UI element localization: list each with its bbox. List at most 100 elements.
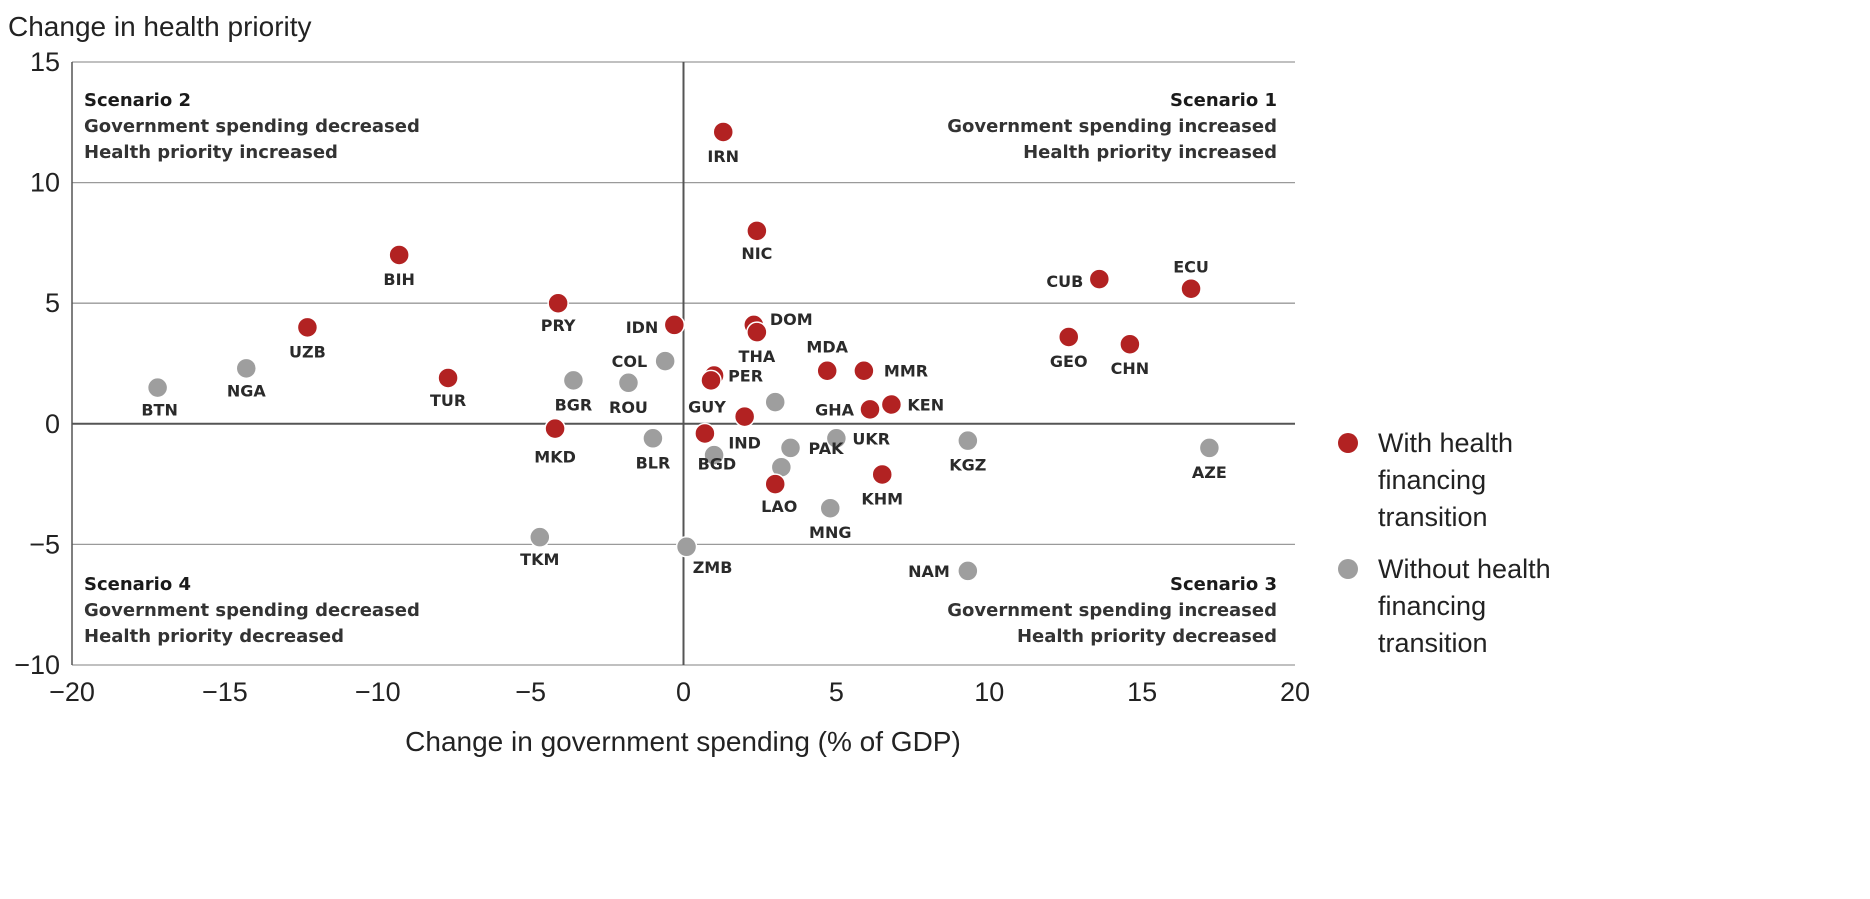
x-tick-label: −15 [202, 677, 248, 707]
legend-label: transition [1378, 628, 1488, 658]
data-point [529, 526, 551, 548]
x-tick-label: 5 [829, 677, 844, 707]
y-tick-label: −5 [29, 529, 60, 559]
legend-label: With health [1378, 428, 1513, 458]
y-tick-label: 0 [45, 409, 60, 439]
scenario-title: Scenario 2 [84, 90, 191, 111]
point-label: IRN [707, 147, 739, 166]
point-label: BGD [698, 454, 737, 473]
x-tick-label: 0 [676, 677, 691, 707]
data-point [746, 321, 768, 343]
data-point [547, 292, 569, 314]
point-label: KEN [907, 396, 944, 415]
data-point [764, 391, 786, 413]
data-point [654, 350, 676, 372]
point-label: KGZ [949, 456, 986, 475]
point-label: BLR [636, 453, 671, 472]
point-label: TKM [520, 550, 559, 569]
y-tick-label: 5 [45, 288, 60, 318]
data-point [700, 369, 722, 392]
y-axis-title: Change in health priority [8, 11, 312, 42]
point-label: PER [728, 367, 763, 386]
legend-label: financing [1378, 591, 1486, 621]
point-label: GUY [688, 397, 726, 416]
scenario-line: Government spending decreased [84, 600, 420, 621]
data-point [779, 437, 802, 459]
scenario-line: Government spending decreased [84, 116, 420, 137]
point-label: COL [612, 352, 648, 371]
x-tick-label: −5 [515, 677, 546, 707]
point-label: IDN [626, 318, 659, 337]
annotation-layer: Scenario 2 Government spending decreased H… [84, 90, 1277, 647]
point-label: GHA [815, 400, 855, 419]
data-point [617, 372, 640, 394]
data-point [764, 473, 786, 495]
point-label: THA [739, 347, 776, 366]
points-layer: BTN NGA BGR ROU COL UKR KGZ AZE BLR PAK MNG TKM ZMB N… [141, 121, 1227, 582]
point-label: MMR [884, 362, 928, 381]
data-point [957, 560, 979, 582]
data-point [816, 359, 838, 382]
x-tick-label: 20 [1280, 677, 1310, 707]
data-point [437, 367, 459, 389]
scenario-annotation: Scenario 4 Government spending decreased H… [84, 574, 420, 647]
data-point [296, 316, 319, 339]
scenario-annotation: Scenario 3 Government spending increased H… [947, 574, 1277, 647]
point-label: ZMB [693, 558, 733, 577]
data-point [663, 314, 686, 336]
scenario-line: Health priority increased [84, 142, 338, 163]
y-tick-label: 10 [30, 168, 60, 198]
x-tick-label: 15 [1127, 677, 1157, 707]
point-label: TUR [430, 391, 466, 410]
point-label: BGR [555, 395, 593, 414]
point-label: BTN [141, 401, 178, 420]
point-label: LAO [761, 497, 797, 516]
data-point [733, 405, 756, 428]
point-label: UKR [852, 429, 890, 448]
data-point [1180, 277, 1202, 300]
legend-marker [1338, 559, 1358, 579]
axis-layer: −10 −5 0 5 10 15 −20 −15 −10 −5 0 5 10 15 20 Change in … [8, 11, 1310, 757]
point-label: UZB [289, 342, 326, 361]
x-tick-label: 10 [974, 677, 1004, 707]
point-label: BIH [383, 270, 415, 289]
legend-label: transition [1378, 502, 1488, 532]
scenario-title: Scenario 3 [1170, 574, 1277, 595]
point-label: ECU [1173, 258, 1209, 277]
point-label: NGA [227, 381, 267, 400]
x-axis-title: Change in government spending (% of GDP) [405, 726, 961, 757]
data-point [957, 429, 979, 452]
data-point [388, 244, 410, 266]
data-point [853, 359, 875, 382]
data-point [871, 463, 893, 486]
data-point [694, 422, 716, 445]
data-point [1119, 333, 1141, 355]
point-label: AZE [1192, 463, 1227, 482]
point-label: CUB [1046, 272, 1083, 291]
scenario-title: Scenario 4 [84, 574, 191, 595]
x-tick-label: −20 [49, 677, 95, 707]
scenario-annotation: Scenario 1 Government spending increased H… [947, 90, 1277, 163]
point-label: DOM [770, 310, 813, 329]
point-label: MKD [534, 448, 576, 467]
scenario-title: Scenario 1 [1170, 90, 1277, 111]
data-point [712, 121, 734, 143]
data-point [859, 398, 881, 421]
data-point [880, 393, 903, 416]
legend-label: financing [1378, 465, 1486, 495]
legend-entry: Without health financing transition [1338, 554, 1551, 658]
data-point [146, 376, 169, 399]
point-label: MDA [806, 338, 848, 357]
data-point [746, 220, 768, 242]
point-label: IND [728, 434, 761, 453]
scenario-line: Health priority increased [1023, 142, 1277, 163]
scenario-line: Health priority decreased [1017, 626, 1277, 647]
point-label: GEO [1050, 352, 1088, 371]
point-label: MNG [809, 523, 851, 542]
scenario-line: Government spending increased [947, 116, 1277, 137]
legend-marker [1338, 433, 1358, 453]
data-point [562, 369, 585, 392]
point-label: NAM [908, 562, 950, 581]
